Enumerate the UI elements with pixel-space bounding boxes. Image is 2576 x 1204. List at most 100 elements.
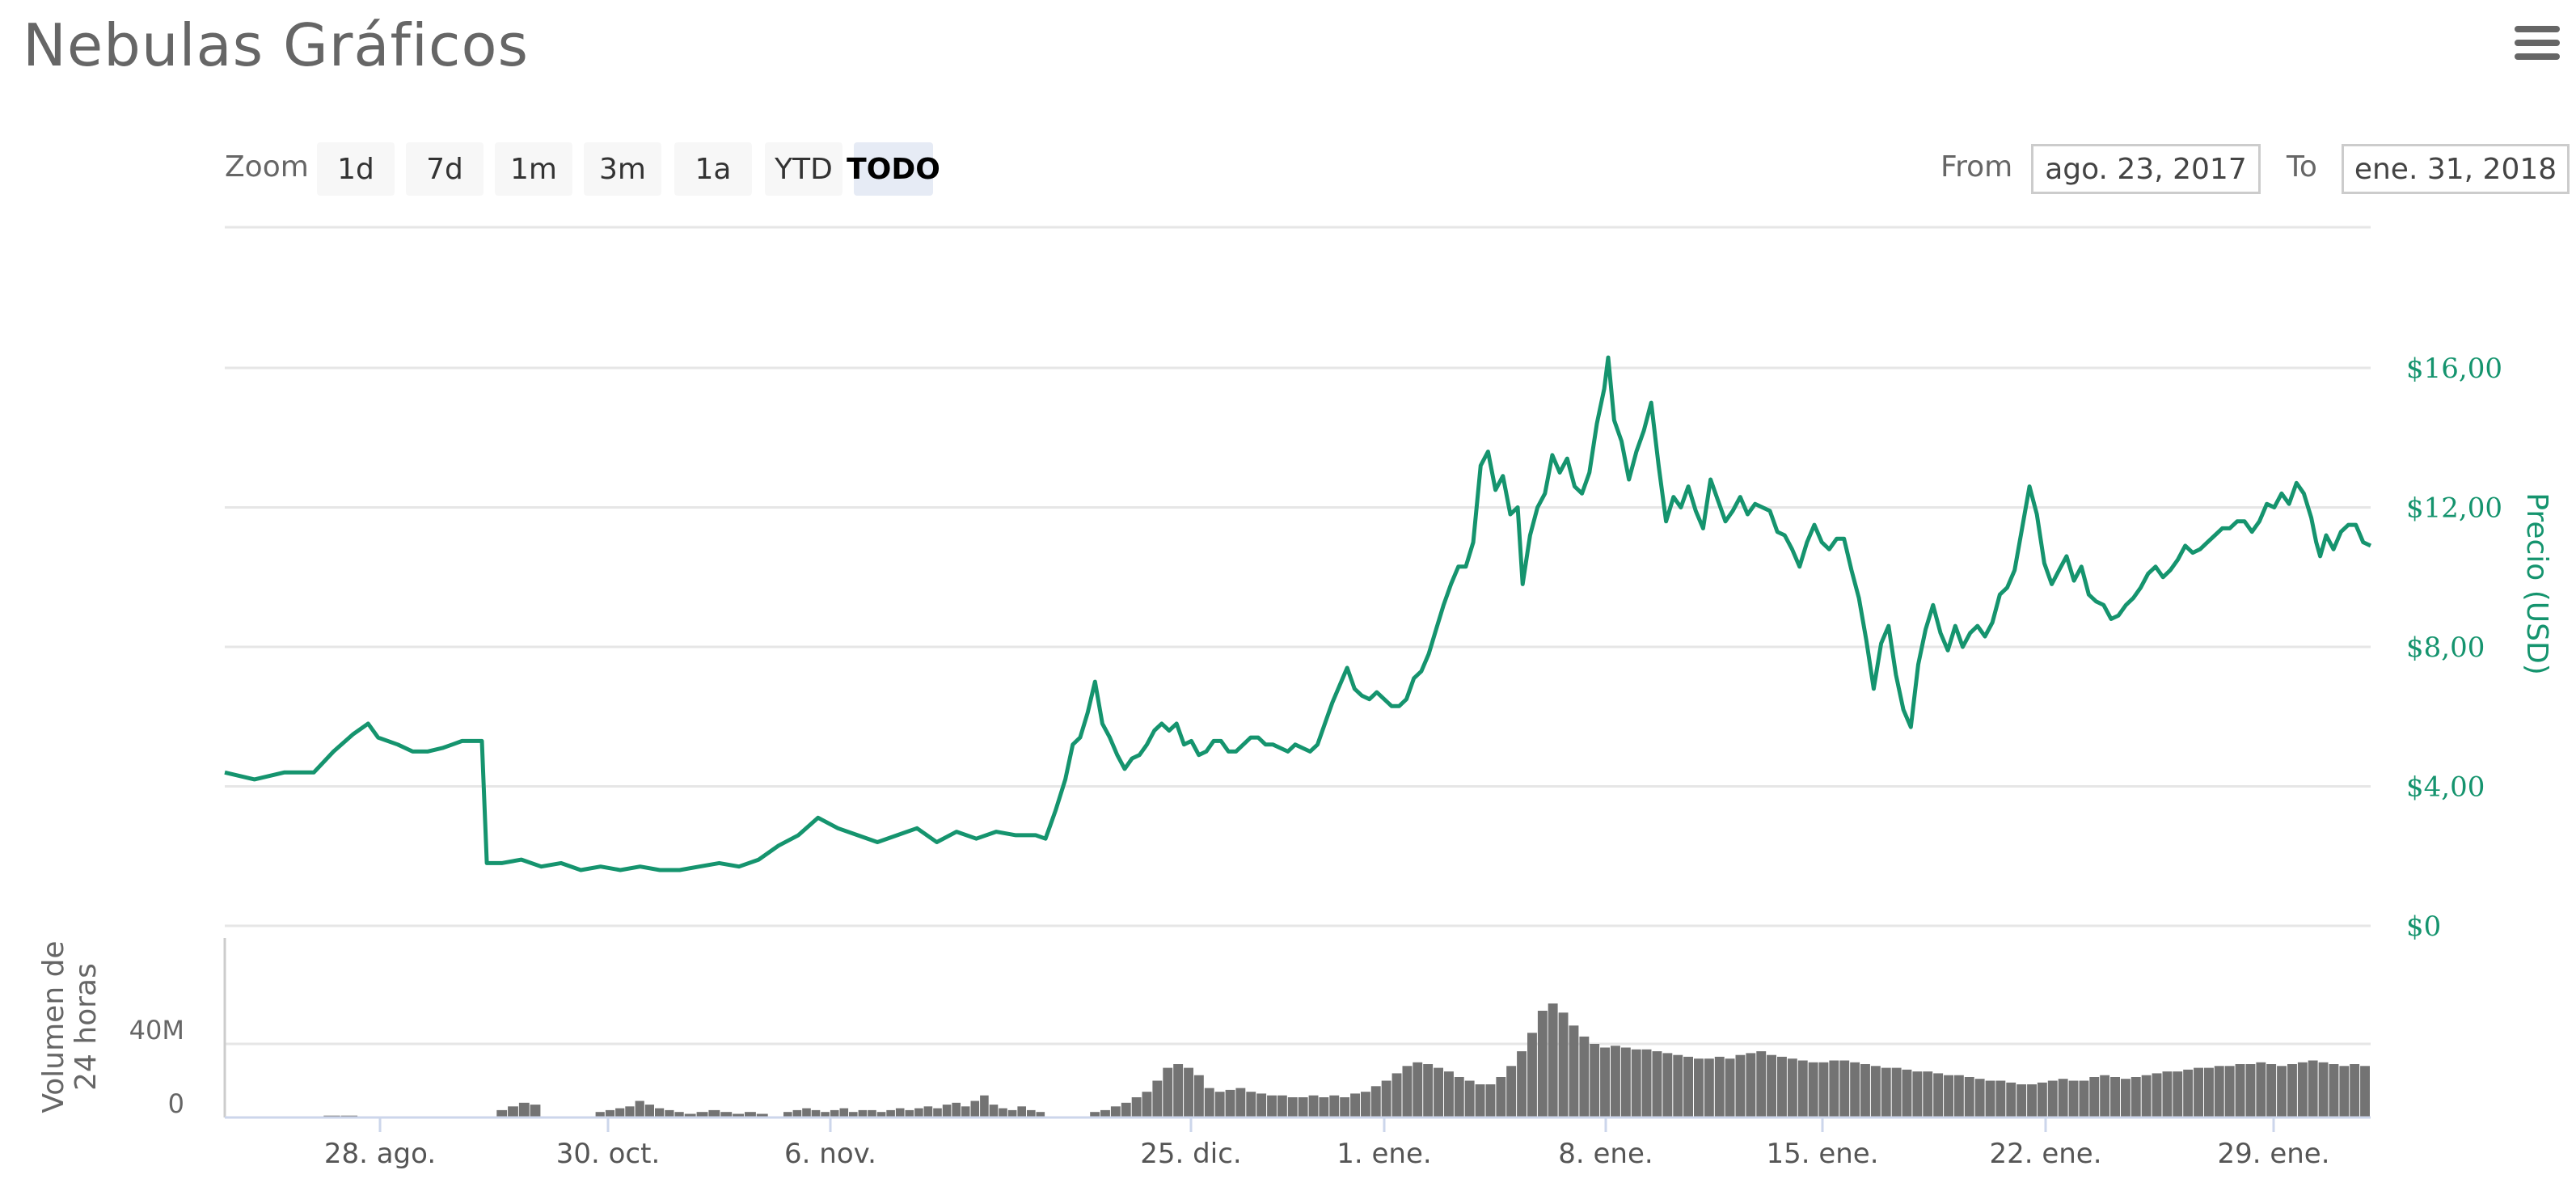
volume-bar	[923, 1106, 933, 1117]
volume-bar	[1725, 1058, 1735, 1117]
volume-bar	[1485, 1084, 1496, 1117]
volume-bar	[655, 1108, 665, 1117]
volume-bar	[1131, 1097, 1142, 1117]
x-tick-label: 1. ene.	[1337, 1138, 1431, 1170]
zoom-1a-button[interactable]: 1a	[674, 142, 752, 196]
volume-bar	[961, 1106, 970, 1117]
volume-bar	[1818, 1062, 1829, 1118]
volume-bar	[1985, 1080, 1995, 1117]
volume-bar	[2245, 1064, 2256, 1117]
volume-bar	[1870, 1066, 1881, 1117]
volume-bar	[684, 1113, 696, 1117]
volume-bar	[2183, 1069, 2194, 1117]
zoom-3m-button[interactable]: 3m	[584, 142, 661, 196]
zoom-1m-button[interactable]: 1m	[495, 142, 572, 196]
volume-bar	[1797, 1060, 1808, 1117]
volume-bar	[1590, 1044, 1600, 1117]
volume-bar	[518, 1102, 530, 1117]
volume-bar	[1777, 1056, 1787, 1117]
volume-bar	[2329, 1064, 2339, 1117]
volume-bar	[2224, 1066, 2235, 1117]
volume-bar	[1110, 1106, 1121, 1117]
volume-bar	[720, 1112, 733, 1117]
volume-bar	[858, 1109, 868, 1117]
volume-bar	[635, 1100, 644, 1117]
volume-bar	[1891, 1067, 1902, 1117]
volume-bar	[1558, 1012, 1569, 1117]
volume-bar	[1350, 1093, 1360, 1117]
volume-bar	[2006, 1082, 2016, 1117]
volume-bar	[2287, 1064, 2297, 1117]
volume-bar	[2277, 1066, 2287, 1117]
volume-bar	[1506, 1066, 1517, 1117]
volume-bar	[1370, 1086, 1381, 1117]
x-tick-label: 25. dic.	[1140, 1138, 1241, 1170]
volume-bar	[868, 1109, 876, 1117]
x-tick-label: 28. ago.	[324, 1138, 436, 1170]
hamburger-menu-icon[interactable]	[2515, 26, 2560, 66]
volume-bar	[1391, 1073, 1402, 1117]
volume-bar	[1704, 1058, 1714, 1117]
volume-bar	[1611, 1046, 1620, 1117]
volume-bar	[792, 1109, 802, 1117]
volume-bar	[1121, 1102, 1131, 1117]
volume-bar	[1193, 1075, 1204, 1117]
volume-bar	[1100, 1109, 1110, 1117]
volume-bar	[1090, 1112, 1100, 1117]
volume-bar	[895, 1108, 905, 1117]
volume-bar	[1036, 1112, 1045, 1117]
volume-bar	[905, 1109, 914, 1117]
zoom-1d-button[interactable]: 1d	[317, 142, 395, 196]
zoom-ytd-button[interactable]: YTD	[765, 142, 842, 196]
volume-bar	[1944, 1075, 1953, 1117]
volume-bar	[1850, 1062, 1860, 1118]
volume-bar	[1184, 1067, 1193, 1117]
volume-bar	[1246, 1092, 1256, 1117]
volume-bar	[1464, 1080, 1475, 1117]
volume-bar	[2256, 1062, 2266, 1118]
volume-bar	[1319, 1097, 1329, 1117]
volume-bar	[1641, 1049, 1652, 1117]
volume-bar	[2110, 1077, 2120, 1117]
volume-bar	[733, 1113, 744, 1117]
volume-bar	[2266, 1064, 2277, 1117]
volume-bar	[1214, 1092, 1225, 1117]
volume-bar	[644, 1105, 654, 1117]
zoom-all-button[interactable]: TODO	[847, 142, 940, 196]
volume-bar	[1308, 1095, 1319, 1117]
volume-bar	[1329, 1095, 1340, 1117]
volume-bar	[1787, 1058, 1797, 1117]
volume-bar	[1881, 1067, 1891, 1117]
volume-bar	[2339, 1066, 2350, 1117]
volume-bar	[2152, 1073, 2162, 1117]
volume-bar	[1569, 1025, 1579, 1118]
volume-bar	[1173, 1064, 1184, 1117]
volume-bar	[2068, 1080, 2079, 1117]
volume-bar	[2297, 1062, 2308, 1118]
volume-bar	[530, 1105, 541, 1117]
volume-bar	[674, 1112, 684, 1117]
range-to-input[interactable]: ene. 31, 2018	[2342, 144, 2570, 194]
volume-bar	[2089, 1077, 2100, 1117]
volume-bar	[1662, 1053, 1673, 1117]
zoom-label: Zoom	[225, 150, 309, 184]
range-from-input[interactable]: ago. 23, 2017	[2031, 144, 2261, 194]
volume-bar	[2100, 1075, 2110, 1117]
price-tick-label: $12,00	[2406, 492, 2502, 525]
volume-bar	[1444, 1071, 1454, 1117]
volume-bar	[876, 1112, 886, 1117]
volume-bar	[1923, 1071, 1933, 1117]
zoom-7d-button[interactable]: 7d	[406, 142, 484, 196]
volume-bar	[2318, 1062, 2329, 1118]
volume-bar	[2027, 1084, 2037, 1117]
volume-bar	[1808, 1062, 1818, 1118]
volume-bar	[1652, 1051, 1662, 1117]
volume-bar	[2194, 1067, 2203, 1117]
volume-bar	[605, 1109, 615, 1117]
volume-bar	[980, 1095, 989, 1117]
volume-bar	[615, 1108, 625, 1117]
x-tick-label: 6. nov.	[784, 1138, 876, 1170]
volume-axis-title-line1: Volumen de	[37, 940, 70, 1113]
volume-bar	[1537, 1011, 1548, 1117]
